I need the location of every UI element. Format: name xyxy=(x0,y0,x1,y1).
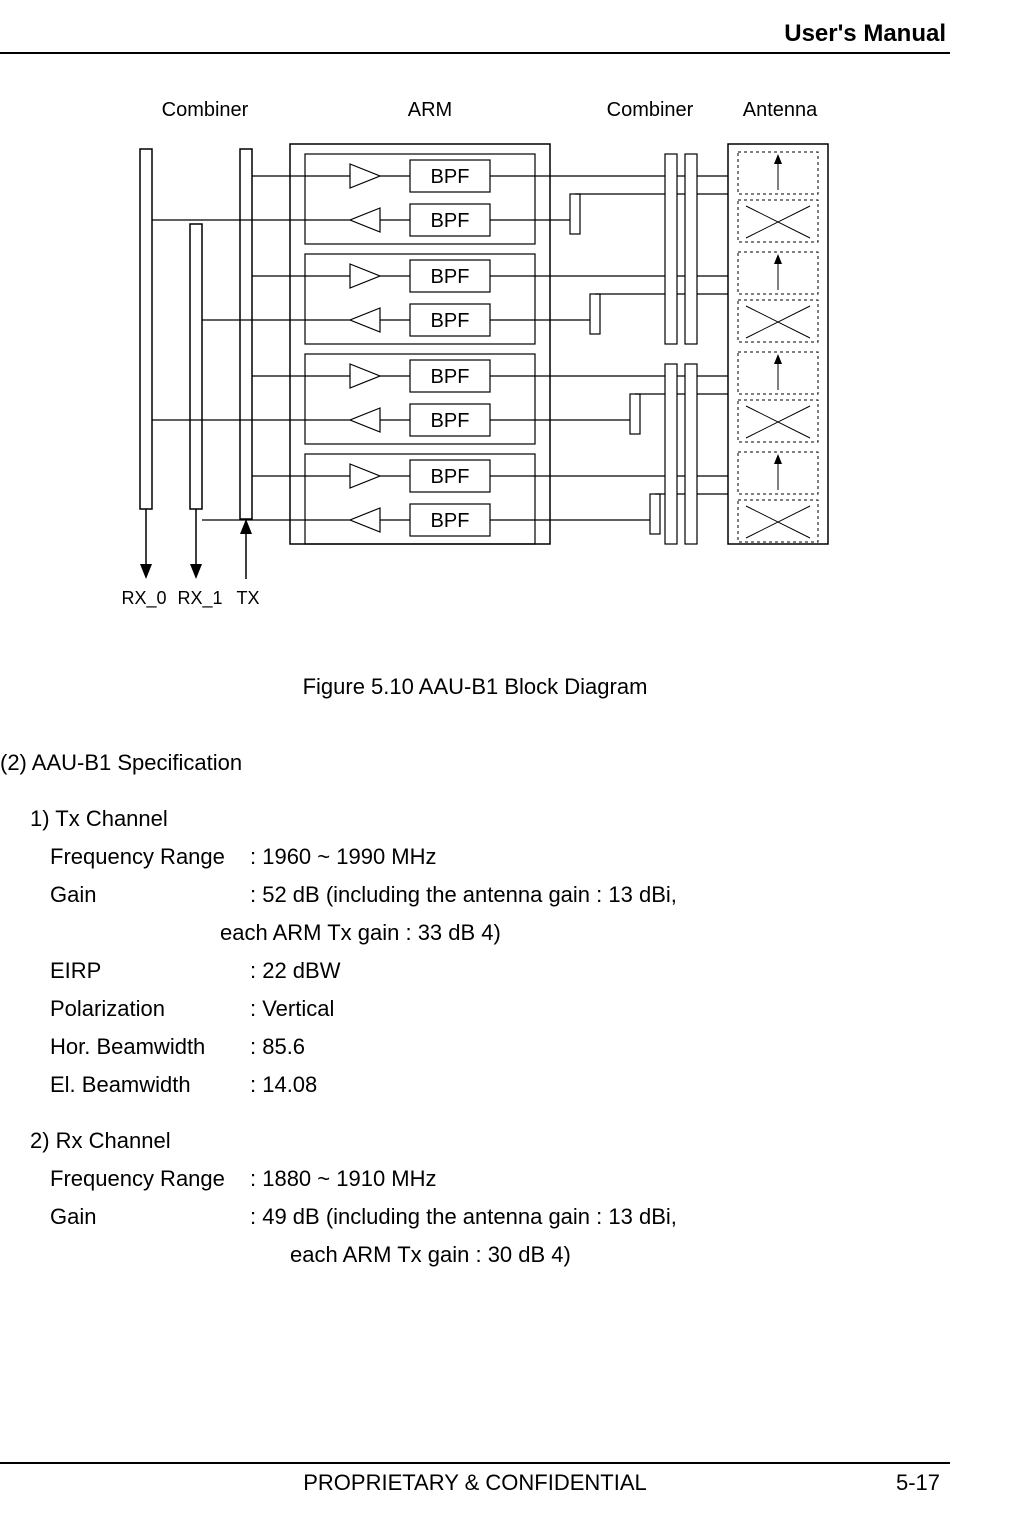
spec-label: El. Beamwidth xyxy=(50,1072,250,1098)
footer-text: PROPRIETARY & CONFIDENTIAL xyxy=(303,1470,647,1495)
block-diagram: Combiner ARM Combiner Antenna RX_0 RX_1 … xyxy=(90,94,920,644)
header-title: User's Manual xyxy=(784,20,946,47)
combiner-stub xyxy=(590,294,600,334)
figure-caption: Figure 5.10 AAU-B1 Block Diagram xyxy=(0,674,950,700)
spec-value: : 85.6 xyxy=(250,1034,305,1060)
rx-channel-title: 2) Rx Channel xyxy=(30,1128,950,1154)
page: User's Manual Combiner ARM Combiner Ante… xyxy=(0,0,1010,1516)
amp-left-icon xyxy=(350,308,380,332)
spec-row: EIRP : 22 dBW xyxy=(50,958,950,984)
spec-row: Polarization : Vertical xyxy=(50,996,950,1022)
page-number: 5-17 xyxy=(896,1470,940,1496)
spec-label: Hor. Beamwidth xyxy=(50,1034,250,1060)
spec-value: : 22 dBW xyxy=(250,958,340,984)
spec-label: EIRP xyxy=(50,958,250,984)
bpf-label: BPF xyxy=(431,466,470,488)
spec-row: Frequency Range : 1880 ~ 1910 MHz xyxy=(50,1166,950,1192)
spec-label: Frequency Range xyxy=(50,1166,250,1192)
combiner-stub xyxy=(630,394,640,434)
spec-row: Gain : 52 dB (including the antenna gain… xyxy=(50,882,950,908)
combiner-stub xyxy=(570,194,580,234)
combiner-bar-rx1 xyxy=(190,224,202,509)
bpf-label: BPF xyxy=(431,366,470,388)
bpf-label: BPF xyxy=(431,166,470,188)
spec-value: : 14.08 xyxy=(250,1072,317,1098)
spec-value: : 52 dB (including the antenna gain : 13… xyxy=(250,882,677,908)
right-combiner-bar xyxy=(685,364,697,544)
label-rx1: RX_1 xyxy=(177,588,222,609)
footer-bar: PROPRIETARY & CONFIDENTIAL 5-17 xyxy=(0,1462,950,1496)
label-combiner-right: Combiner xyxy=(607,99,694,121)
spec-row: Hor. Beamwidth : 85.6 xyxy=(50,1034,950,1060)
right-combiner-bar xyxy=(665,364,677,544)
amp-left-icon xyxy=(350,208,380,232)
spec-value: : 1960 ~ 1990 MHz xyxy=(250,844,437,870)
tx-channel-title: 1) Tx Channel xyxy=(30,806,950,832)
section-spec-title: (2) AAU-B1 Specification xyxy=(0,750,950,776)
combiner-bar-rx0 xyxy=(140,149,152,509)
label-combiner-left: Combiner xyxy=(162,99,249,121)
amp-right-icon xyxy=(350,364,380,388)
bpf-label: BPF xyxy=(431,410,470,432)
amp-right-icon xyxy=(350,464,380,488)
label-tx: TX xyxy=(236,588,259,608)
spec-label: Frequency Range xyxy=(50,844,250,870)
right-combiner-bar xyxy=(685,154,697,344)
spec-label: Gain xyxy=(50,1204,250,1230)
bpf-label: BPF xyxy=(431,266,470,288)
diagram-svg: Combiner ARM Combiner Antenna RX_0 RX_1 … xyxy=(90,94,920,644)
label-arm: ARM xyxy=(408,99,452,121)
rx0-arrow-icon xyxy=(140,564,152,579)
spec-value: : 49 dB (including the antenna gain : 13… xyxy=(250,1204,677,1230)
spec-value: : 1880 ~ 1910 MHz xyxy=(250,1166,437,1192)
spec-label: Gain xyxy=(50,882,250,908)
bpf-label: BPF xyxy=(431,310,470,332)
label-antenna: Antenna xyxy=(743,99,818,121)
spec-continuation: each ARM Tx gain : 33 dB 4) xyxy=(220,920,950,946)
spec-continuation: each ARM Tx gain : 30 dB 4) xyxy=(290,1242,950,1268)
bpf-label: BPF xyxy=(431,510,470,532)
amp-right-icon xyxy=(350,164,380,188)
amp-left-icon xyxy=(350,508,380,532)
amp-left-icon xyxy=(350,408,380,432)
spec-value: : Vertical xyxy=(250,996,334,1022)
bpf-label: BPF xyxy=(431,210,470,232)
tx-arrow-icon xyxy=(240,519,252,534)
header-bar: User's Manual xyxy=(0,20,950,54)
right-combiner-bar xyxy=(665,154,677,344)
combiner-bar-tx xyxy=(240,149,252,519)
antenna-cells xyxy=(738,152,818,542)
spec-row: Frequency Range : 1960 ~ 1990 MHz xyxy=(50,844,950,870)
spec-label: Polarization xyxy=(50,996,250,1022)
spec-row: Gain : 49 dB (including the antenna gain… xyxy=(50,1204,950,1230)
amp-right-icon xyxy=(350,264,380,288)
label-rx0: RX_0 xyxy=(121,588,166,609)
spec-row: El. Beamwidth : 14.08 xyxy=(50,1072,950,1098)
combiner-stub xyxy=(650,494,660,534)
rx1-arrow-icon xyxy=(190,564,202,579)
